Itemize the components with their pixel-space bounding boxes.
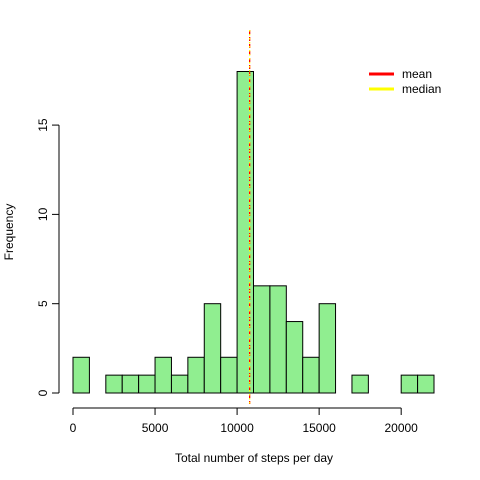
- x-tick-label: 0: [70, 421, 77, 435]
- histogram-bar: [154, 356, 172, 394]
- histogram-bar: [72, 356, 90, 394]
- legend-label-mean: mean: [402, 67, 432, 81]
- histogram-bar: [285, 321, 304, 394]
- histogram-bar: [203, 303, 222, 394]
- x-tick-label: 5000: [142, 421, 169, 435]
- y-tick-label: 0: [36, 389, 50, 396]
- y-axis: 0 5 10 15: [36, 118, 60, 396]
- x-tick-label: 20000: [384, 421, 418, 435]
- x-axis: 0 5000 10000 15000 20000: [70, 407, 418, 435]
- x-tick-label: 10000: [220, 421, 254, 435]
- histogram-bar: [302, 356, 320, 394]
- histogram-bar: [187, 356, 205, 394]
- y-axis-label: Frequency: [2, 204, 16, 261]
- y-tick-label: 15: [36, 118, 50, 132]
- histogram-bar: [269, 285, 287, 394]
- histogram-bar: [138, 374, 156, 394]
- y-tick-label: 10: [36, 207, 50, 221]
- x-axis-label: Total number of steps per day: [175, 451, 333, 465]
- x-tick-label: 15000: [302, 421, 336, 435]
- histogram-bar: [417, 374, 435, 394]
- histogram-bar: [170, 374, 189, 394]
- histogram-bar: [121, 374, 140, 394]
- histogram-bar: [351, 374, 369, 394]
- histogram-bar: [220, 356, 238, 394]
- histogram-bar: [105, 374, 123, 394]
- histogram-bar: [253, 285, 271, 394]
- histogram-bar: [236, 71, 255, 394]
- y-tick-label: 5: [36, 300, 50, 307]
- histogram-bar: [400, 374, 419, 394]
- histogram-bar: [318, 303, 337, 394]
- bars-group: [72, 71, 435, 394]
- legend-label-median: median: [402, 82, 441, 96]
